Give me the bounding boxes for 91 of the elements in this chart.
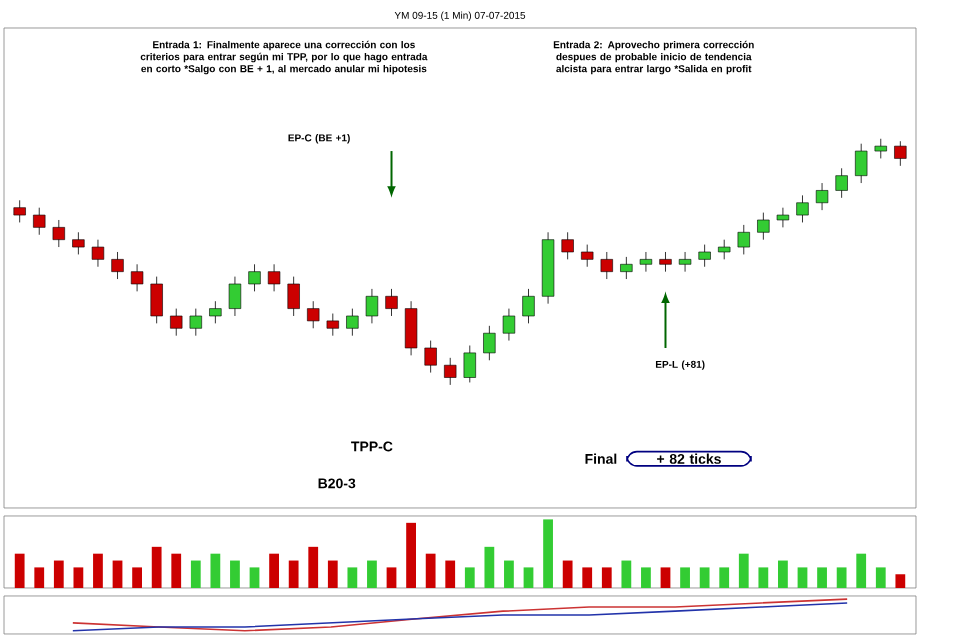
bar: [778, 560, 788, 588]
candlestick: [385, 288, 398, 317]
candlestick: [835, 167, 848, 199]
bar: [484, 546, 495, 588]
candlestick: [267, 263, 281, 292]
candlestick: [620, 256, 633, 280]
candlestick: [404, 300, 418, 356]
candlestick: [228, 276, 242, 317]
bar: [367, 560, 377, 588]
candlestick: [502, 308, 516, 341]
candlestick: [111, 251, 124, 280]
bar: [895, 574, 906, 588]
candlestick: [130, 263, 144, 292]
bar: [875, 567, 886, 588]
bar: [190, 560, 201, 588]
bar: [151, 546, 162, 588]
candlestick: [91, 239, 105, 268]
candlestick: [248, 263, 261, 292]
bar: [836, 567, 847, 588]
candlestick: [561, 231, 574, 260]
bar: [386, 567, 397, 588]
candlestick: [307, 300, 320, 329]
bar: [93, 553, 103, 588]
candlestick: [209, 300, 222, 324]
bar: [171, 553, 182, 588]
bar: [797, 567, 808, 588]
candlestick: [189, 308, 202, 337]
bar: [543, 519, 553, 588]
candlestick: [483, 325, 496, 361]
bar: [660, 567, 671, 588]
candlestick: [287, 276, 300, 317]
candlestick: [600, 251, 613, 280]
candlestick: [737, 224, 750, 255]
candlestick: [796, 194, 809, 223]
bar: [73, 567, 84, 588]
candlestick: [346, 308, 359, 337]
bar: [680, 567, 690, 588]
bar: [34, 567, 45, 588]
bar: [641, 567, 651, 588]
bar: [425, 553, 436, 588]
bar: [738, 553, 749, 588]
candlestick: [365, 288, 379, 324]
candlestick: [444, 357, 457, 386]
bar: [132, 567, 142, 588]
candlestick: [776, 207, 790, 228]
bar: [53, 560, 64, 588]
bar: [817, 567, 827, 588]
bar: [699, 567, 710, 588]
bar: [249, 567, 260, 588]
bar: [230, 560, 240, 588]
bar: [327, 560, 338, 588]
candlestick: [170, 308, 183, 337]
bar: [719, 567, 730, 588]
candlestick: [815, 182, 829, 211]
candlestick: [52, 219, 65, 248]
candlestick: [72, 231, 85, 255]
bar: [347, 567, 358, 588]
bar: [445, 560, 456, 588]
bar: [601, 567, 612, 588]
bar: [288, 560, 299, 588]
candlestick: [894, 140, 907, 167]
candlestick: [659, 251, 672, 273]
bar: [562, 560, 573, 588]
bar: [504, 560, 514, 588]
candlestick: [678, 251, 692, 273]
candlestick: [13, 199, 26, 223]
bar: [269, 553, 279, 588]
bar: [621, 560, 632, 588]
candlestick: [326, 313, 339, 337]
bar: [523, 567, 534, 588]
bar: [464, 567, 475, 588]
candlestick: [718, 239, 731, 260]
candlestick: [757, 212, 770, 241]
bar: [582, 567, 593, 588]
bar: [112, 560, 123, 588]
bar: [210, 553, 221, 588]
candlestick: [581, 244, 594, 268]
candlestick: [522, 288, 535, 324]
bar: [406, 522, 416, 588]
candlestick: [855, 143, 868, 184]
candlestick: [33, 207, 46, 236]
bar: [14, 553, 25, 588]
candlestick: [463, 345, 476, 383]
candlestick: [150, 276, 163, 324]
candlestick: [639, 251, 653, 273]
candlestick: [698, 244, 711, 268]
candlestick: [874, 138, 887, 159]
bar: [308, 546, 319, 588]
candlestick: [424, 340, 437, 373]
bar: [758, 567, 769, 588]
bar: [856, 553, 867, 588]
